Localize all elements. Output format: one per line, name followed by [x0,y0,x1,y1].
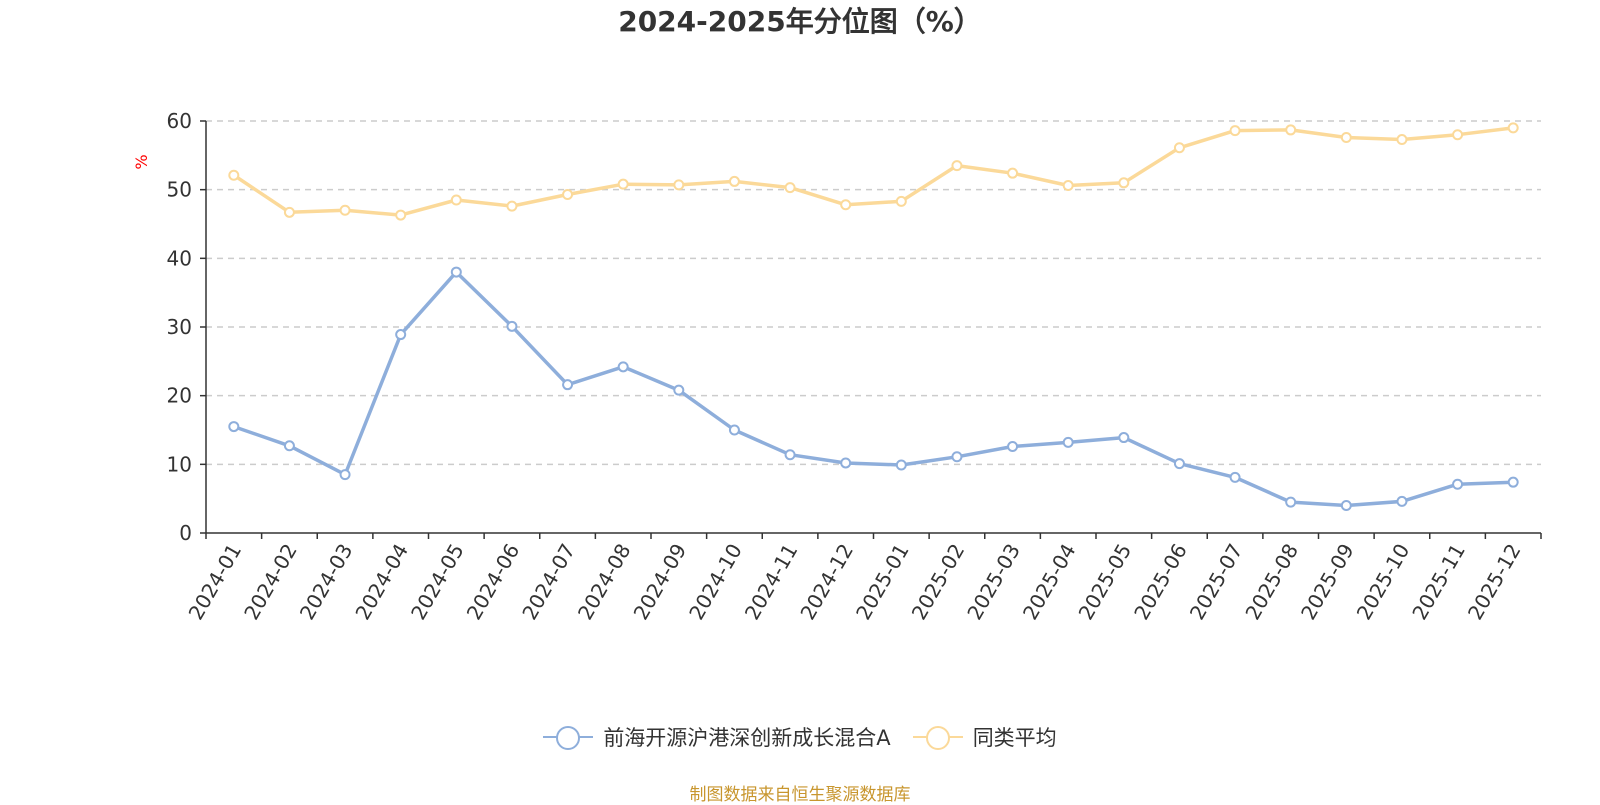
series-0-point-2025-07[interactable] [1229,471,1241,483]
xtick-label: 2025-11 [1407,540,1470,624]
series-1-point-2025-07[interactable] [1229,125,1241,137]
series-1-point-2024-02[interactable] [283,206,295,218]
series-0-point-2025-12[interactable] [1507,476,1519,488]
series-1-point-2025-02[interactable] [951,160,963,172]
legend-fund-marker-icon [543,725,594,750]
series-0-point-2024-01[interactable] [228,421,240,433]
legend-item-average[interactable]: 同类平均 [912,722,1057,752]
axes: 01020304050602024-012024-022024-032024-0… [167,109,1542,624]
ytick-label: 60 [167,109,192,133]
legend-average-marker-icon [912,725,963,750]
ytick-label: 20 [167,384,192,408]
xtick-label: 2025-04 [1018,540,1081,624]
series-1-point-2025-09[interactable] [1340,131,1352,143]
series-0-point-2024-06[interactable] [506,320,518,332]
series-0-point-2024-12[interactable] [840,457,852,469]
xtick-label: 2024-05 [406,540,469,624]
series-1-point-2025-06[interactable] [1173,142,1185,154]
series-1-point-2024-05[interactable] [450,194,462,206]
xtick-label: 2025-09 [1296,540,1359,624]
series-0-point-2025-10[interactable] [1396,495,1408,507]
series-1-point-2024-07[interactable] [562,188,574,200]
xtick-label: 2024-07 [517,540,580,624]
series-1-point-2025-11[interactable] [1452,129,1464,141]
xtick-label: 2025-01 [851,540,914,624]
series-1-point-2025-12[interactable] [1507,122,1519,134]
series-1-point-2024-01[interactable] [228,169,240,181]
ytick-label: 50 [167,178,192,202]
ytick-label: 10 [167,452,192,476]
series-0-point-2025-05[interactable] [1118,432,1130,444]
series-1-point-2025-08[interactable] [1285,124,1297,136]
series-1-point-2025-04[interactable] [1062,180,1074,192]
grid-lines [206,120,1541,466]
y-axis-label: % [132,154,151,169]
series-line-0 [233,270,1514,508]
xtick-label: 2024-08 [573,540,636,624]
series-line-1 [232,126,1514,217]
series-1-point-2024-04[interactable] [395,209,407,221]
series-0-point-2025-03[interactable] [1007,440,1019,452]
xtick-label: 2025-08 [1240,540,1303,624]
xtick-label: 2024-02 [239,540,302,624]
series-0-point-2024-02[interactable] [283,440,295,452]
source-note: 制图数据来自恒生聚源数据库 [689,785,911,805]
series-0-point-2025-06[interactable] [1173,458,1185,470]
series-0-point-2024-11[interactable] [784,449,796,461]
ytick-label: 30 [167,315,192,339]
series-0-point-2025-04[interactable] [1062,436,1074,448]
legend-item-fund[interactable]: 前海开源沪港深创新成长混合A [543,722,891,752]
series-0-point-2025-11[interactable] [1452,478,1464,490]
series-0-point-2025-09[interactable] [1340,500,1352,512]
xtick-label: 2024-09 [629,540,692,624]
legend-average-label: 同类平均 [972,726,1057,750]
series-layer [228,122,1519,512]
xtick-label: 2024-04 [350,540,413,624]
series-1-point-2024-06[interactable] [506,200,518,212]
series-0-point-2024-07[interactable] [562,379,574,391]
xtick-label: 2024-10 [684,540,747,624]
series-0-point-2024-03[interactable] [339,469,351,481]
series-0-point-2024-09[interactable] [673,384,685,396]
series-1-point-2024-10[interactable] [728,175,740,187]
xtick-label: 2024-12 [795,540,858,624]
chart-title: 2024-2025年分位图（%） [618,5,982,38]
xtick-label: 2025-03 [962,540,1025,624]
series-0-point-2025-01[interactable] [895,459,907,471]
series-0-point-2025-02[interactable] [951,451,963,463]
series-1-point-2025-03[interactable] [1007,167,1019,179]
xtick-label: 2025-06 [1129,540,1192,624]
series-1-point-2024-03[interactable] [339,204,351,216]
xtick-label: 2024-11 [740,540,803,624]
series-0-point-2024-08[interactable] [617,361,629,373]
legend-fund-label: 前海开源沪港深创新成长混合A [603,726,891,750]
series-0-point-2024-05[interactable] [450,266,462,278]
legend: 前海开源沪港深创新成长混合A 同类平均 [0,722,1600,752]
xtick-label: 2025-07 [1185,540,1248,624]
series-1-point-2024-12[interactable] [840,199,852,211]
series-1-point-2025-05[interactable] [1118,177,1130,189]
xtick-label: 2025-10 [1352,540,1415,624]
xtick-label: 2025-02 [907,540,970,624]
ytick-label: 0 [179,521,192,545]
xtick-label: 2025-12 [1463,540,1526,624]
series-1-point-2025-10[interactable] [1396,134,1408,146]
series-0-point-2024-10[interactable] [728,424,740,436]
series-0-point-2025-08[interactable] [1285,496,1297,508]
series-1-point-2024-11[interactable] [784,182,796,194]
series-1-point-2024-08[interactable] [617,178,629,190]
xtick-label: 2024-06 [462,540,525,624]
series-1-point-2024-09[interactable] [673,179,685,191]
ytick-label: 40 [167,246,192,270]
xtick-label: 2025-05 [1074,540,1137,624]
series-0-point-2024-04[interactable] [395,329,407,341]
series-1-point-2025-01[interactable] [895,195,907,207]
xtick-label: 2024-03 [295,540,358,624]
xtick-label: 2024-01 [184,540,247,624]
